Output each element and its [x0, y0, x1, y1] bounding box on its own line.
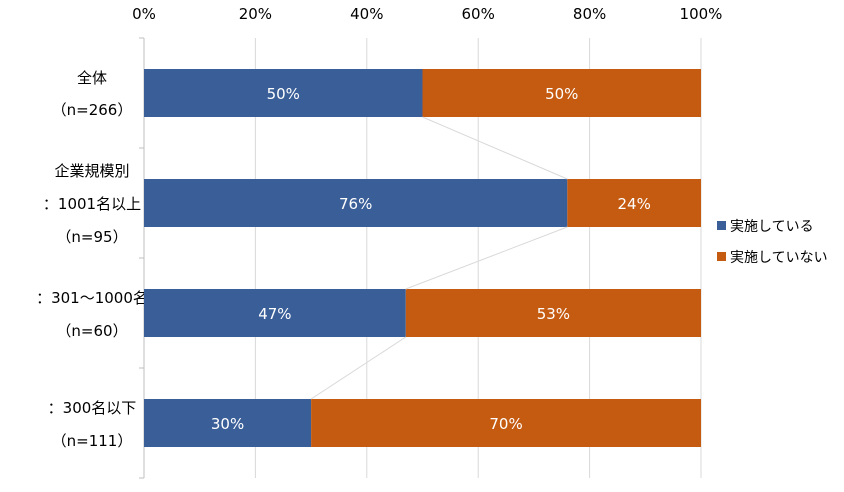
category-label: ：301～1000名: [36, 289, 148, 307]
legend-swatch: [717, 252, 726, 261]
category-label: （n=266）: [52, 101, 133, 119]
category-label: ：300名以下: [48, 399, 137, 417]
data-label: 50%: [545, 85, 578, 103]
x-tick-label: 100%: [680, 5, 723, 23]
bar-segment: [405, 289, 701, 337]
category-axis: [139, 37, 145, 479]
data-label: 30%: [211, 415, 244, 433]
category-label: （n=111）: [52, 432, 133, 450]
x-tick-label: 40%: [350, 5, 383, 23]
category-label: （n=95）: [56, 228, 127, 246]
category-label: 全体: [77, 69, 107, 87]
series-line: [422, 116, 568, 180]
category-label: 企業規模別: [54, 162, 129, 180]
data-label: 50%: [267, 85, 300, 103]
data-label: 76%: [339, 195, 372, 213]
bar-segment: [144, 289, 406, 337]
bar-segment: [567, 179, 701, 227]
data-label: 47%: [258, 305, 291, 323]
category-labels: 全体 （n=266） 企業規模別 ：1001名以上 （n=95） ：301～1000名 （n…: [36, 69, 148, 450]
legend-swatch: [717, 221, 726, 230]
series-line: [405, 226, 568, 290]
legend-label: 実施している: [730, 219, 814, 235]
bar-segment: [144, 179, 568, 227]
category-label: ：1001名以上: [43, 195, 141, 213]
series-line: [310, 336, 407, 400]
legend-label: 実施していない: [730, 250, 828, 266]
bar-segment: [422, 69, 701, 117]
data-label: 24%: [617, 195, 650, 213]
bars: [144, 69, 701, 447]
x-tick-label: 20%: [239, 5, 272, 23]
bar-segment: [144, 69, 423, 117]
data-labels: 50% 50% 76% 24% 47% 53% 30% 70%: [211, 85, 651, 433]
x-tick-label: 60%: [462, 5, 495, 23]
x-tick-labels: 0% 20% 40% 60% 80% 100%: [132, 5, 722, 23]
data-label: 53%: [537, 305, 570, 323]
series-lines: [310, 116, 568, 400]
x-tick-label: 0%: [132, 5, 156, 23]
category-label: （n=60）: [56, 322, 127, 340]
bar-segment: [311, 399, 701, 447]
x-tick-label: 80%: [573, 5, 606, 23]
data-label: 70%: [489, 415, 522, 433]
bar-segment: [144, 399, 312, 447]
